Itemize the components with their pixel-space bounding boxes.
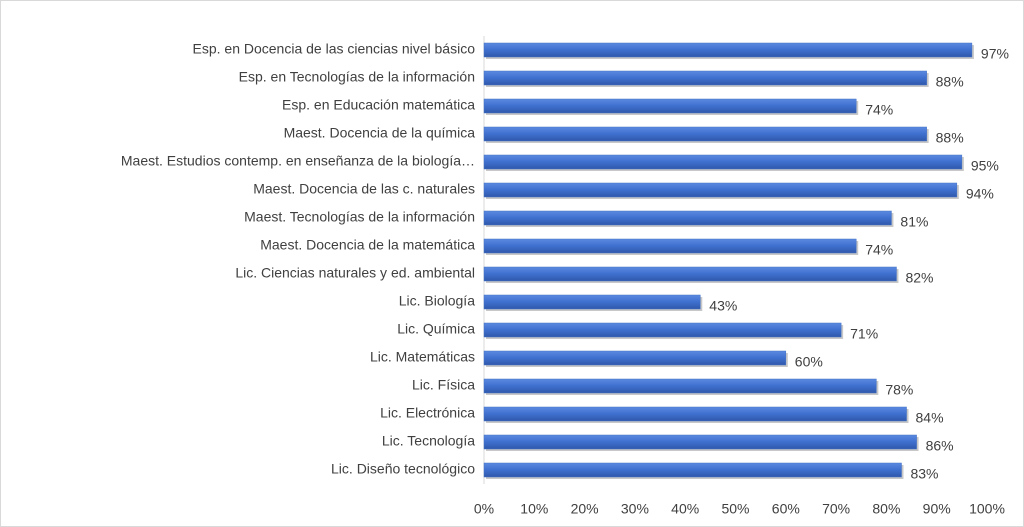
y-tick-label: Maest. Tecnologías de la información [244, 209, 475, 225]
bar [483, 182, 958, 198]
bar [483, 42, 973, 58]
data-label: 60% [795, 354, 823, 370]
x-tick-label: 100% [969, 501, 1005, 517]
bar [483, 406, 907, 422]
x-tick-label: 10% [520, 501, 548, 517]
y-tick-label: Lic. Ciencias naturales y ed. ambiental [235, 265, 475, 281]
x-tick-label: 90% [923, 501, 951, 517]
y-tick-label: Esp. en Educación matemática [282, 97, 475, 113]
data-label: 84% [916, 410, 944, 426]
bar [483, 322, 842, 338]
x-tick-label: 30% [621, 501, 649, 517]
data-label: 82% [905, 270, 933, 286]
bar [483, 350, 787, 366]
bar [483, 378, 877, 394]
y-tick-label: Lic. Física [412, 377, 475, 393]
bar [483, 462, 902, 478]
y-tick-label: Esp. en Docencia de las ciencias nivel b… [193, 41, 476, 57]
data-label: 97% [981, 46, 1009, 62]
y-tick-label: Lic. Diseño tecnológico [331, 461, 475, 477]
y-tick-label: Lic. Tecnología [382, 433, 475, 449]
bar [483, 154, 963, 170]
data-label: 71% [850, 326, 878, 342]
data-label: 86% [926, 438, 954, 454]
y-tick-label: Maest. Docencia de la matemática [260, 237, 475, 253]
y-tick-label: Lic. Matemáticas [370, 349, 475, 365]
bar [483, 210, 892, 226]
data-label: 83% [910, 466, 938, 482]
bar [483, 98, 857, 114]
y-tick-label: Lic. Química [397, 321, 475, 337]
data-label: 94% [966, 186, 994, 202]
x-tick-label: 20% [571, 501, 599, 517]
bar [483, 126, 927, 142]
y-tick-label: Maest. Docencia de las c. naturales [253, 181, 475, 197]
bar [483, 294, 701, 310]
bar [483, 434, 917, 450]
x-tick-label: 80% [872, 501, 900, 517]
data-label: 43% [709, 298, 737, 314]
x-tick-label: 70% [822, 501, 850, 517]
y-tick-label: Lic. Biología [399, 293, 475, 309]
data-label: 95% [971, 158, 999, 174]
data-label: 88% [936, 130, 964, 146]
bar [483, 238, 857, 254]
y-tick-label: Maest. Docencia de la química [284, 125, 476, 141]
x-tick-label: 0% [474, 501, 494, 517]
bar [483, 70, 927, 86]
data-label: 78% [885, 382, 913, 398]
x-tick-label: 60% [772, 501, 800, 517]
x-tick-label: 50% [721, 501, 749, 517]
data-label: 81% [900, 214, 928, 230]
bar [483, 266, 897, 282]
y-tick-label: Maest. Estudios contemp. en enseñanza de… [121, 153, 475, 169]
y-tick-label: Esp. en Tecnologías de la información [239, 69, 475, 85]
x-tick-label: 40% [671, 501, 699, 517]
data-label: 74% [865, 102, 893, 118]
data-label: 74% [865, 242, 893, 258]
y-tick-label: Lic. Electrónica [380, 405, 475, 421]
data-label: 88% [936, 74, 964, 90]
